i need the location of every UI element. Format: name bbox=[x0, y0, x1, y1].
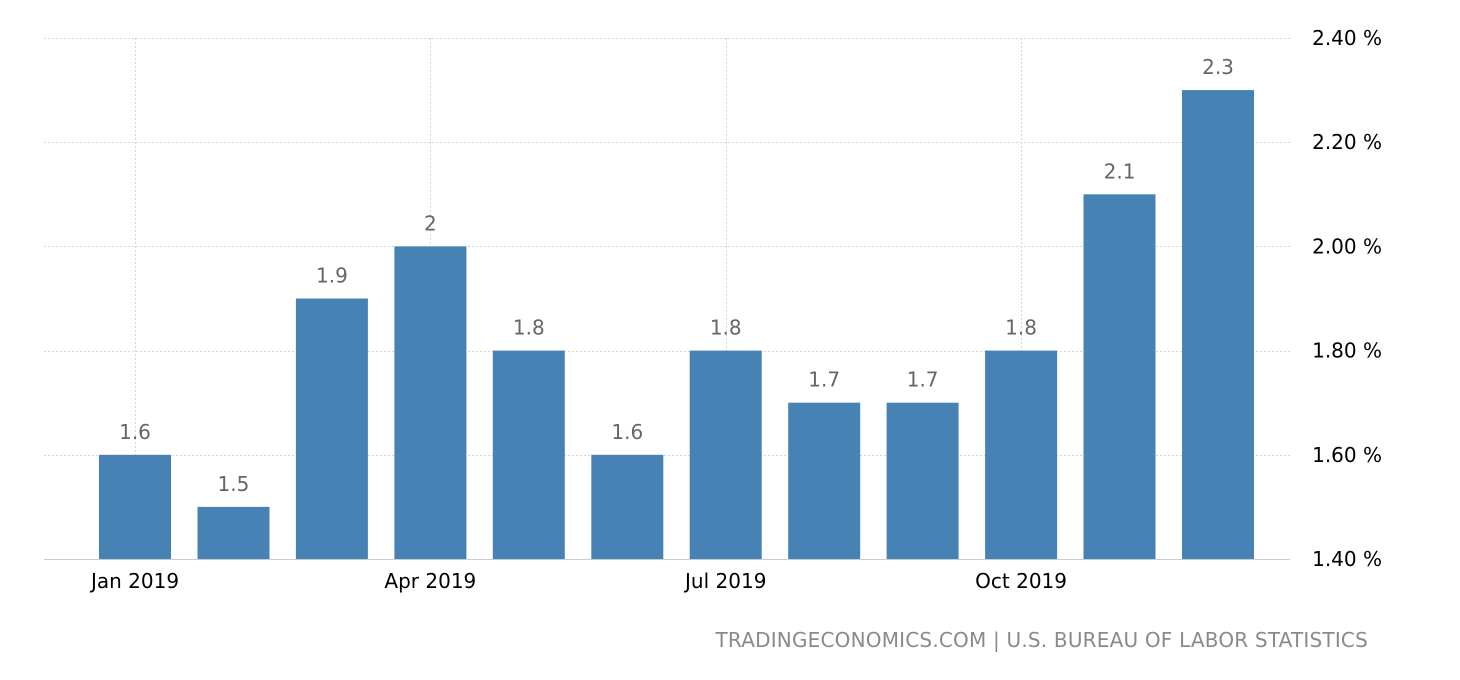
data-label: 2 bbox=[424, 211, 437, 235]
data-label: 1.8 bbox=[710, 316, 742, 340]
x-tick-label: Apr 2019 bbox=[384, 569, 476, 593]
data-label: 1.7 bbox=[907, 368, 939, 392]
bar bbox=[295, 298, 368, 559]
y-tick-label: 1.60 % bbox=[1312, 443, 1382, 467]
source-attribution: TRADINGECONOMICS.COM | U.S. BUREAU OF LA… bbox=[715, 628, 1368, 652]
bar bbox=[886, 402, 959, 559]
bar bbox=[689, 350, 762, 559]
bar bbox=[591, 454, 664, 559]
data-label: 2.1 bbox=[1104, 159, 1136, 183]
data-label: 2.3 bbox=[1202, 55, 1234, 79]
data-label: 1.5 bbox=[218, 472, 250, 496]
bar bbox=[99, 454, 171, 559]
bar bbox=[1182, 90, 1254, 559]
data-label: 1.6 bbox=[119, 420, 151, 444]
bar bbox=[492, 350, 565, 559]
y-tick-label: 2.20 % bbox=[1312, 130, 1382, 154]
y-tick-label: 2.00 % bbox=[1312, 234, 1382, 258]
y-tick-label: 2.40 % bbox=[1312, 26, 1382, 50]
bar bbox=[197, 506, 270, 559]
bar bbox=[788, 402, 861, 559]
data-label: 1.8 bbox=[513, 316, 545, 340]
y-tick-label: 1.40 % bbox=[1312, 547, 1382, 571]
x-tick-label: Oct 2019 bbox=[975, 569, 1067, 593]
x-tick-label: Jul 2019 bbox=[683, 569, 766, 593]
data-label: 1.6 bbox=[611, 420, 643, 444]
bar bbox=[394, 246, 467, 559]
data-label: 1.8 bbox=[1005, 316, 1037, 340]
y-tick-label: 1.80 % bbox=[1312, 339, 1382, 363]
bar bbox=[1083, 194, 1156, 560]
data-label: 1.9 bbox=[316, 264, 348, 288]
data-label: 1.7 bbox=[808, 368, 840, 392]
x-tick-label: Jan 2019 bbox=[89, 569, 179, 593]
bar bbox=[985, 350, 1058, 559]
